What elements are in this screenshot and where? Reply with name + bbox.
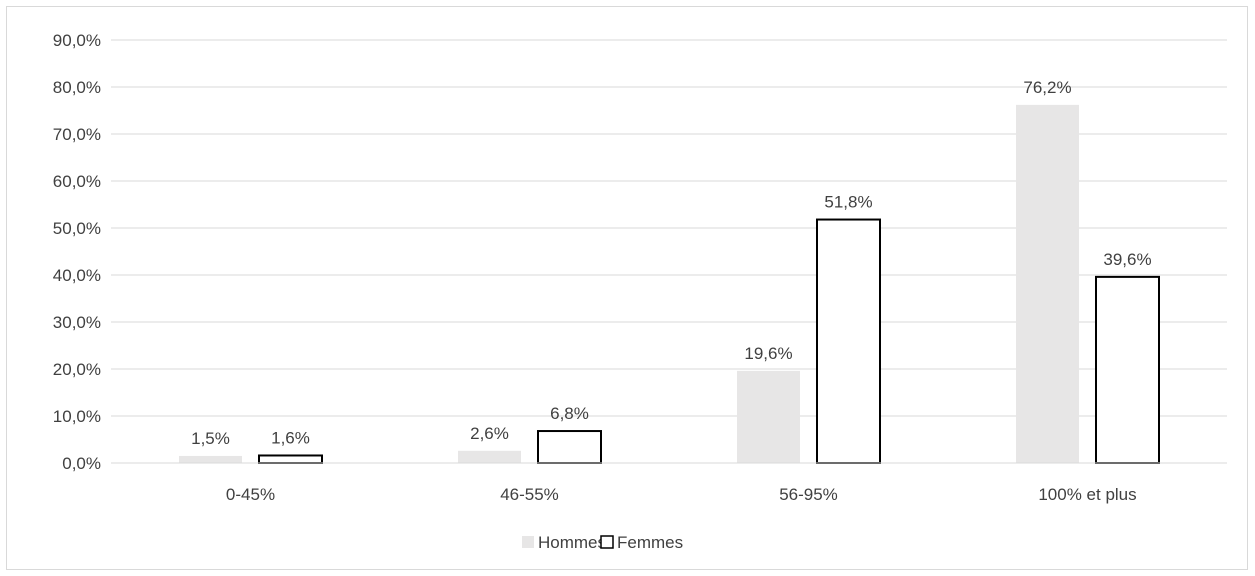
y-tick-label: 40,0% (53, 266, 101, 285)
x-category-label: 56-95% (779, 485, 838, 504)
x-axis-categories: 0-45% 46-55% 56-95% 100% et plus (226, 485, 1137, 504)
legend-swatch-femmes (600, 535, 614, 549)
x-category-label: 100% et plus (1038, 485, 1136, 504)
y-tick-label: 20,0% (53, 360, 101, 379)
bar-hommes-3 (1016, 104, 1079, 464)
y-tick-label: 90,0% (53, 31, 101, 50)
data-label-hommes-3: 76,2% (1023, 78, 1071, 97)
data-label-hommes-2: 19,6% (744, 344, 792, 363)
y-tick-label: 10,0% (53, 407, 101, 426)
bar-hommes-1 (458, 450, 521, 463)
y-tick-label: 50,0% (53, 219, 101, 238)
y-axis-ticks: 0,0% 10,0% 20,0% 30,0% 40,0% 50,0% 60,0% 70,0% 8… (53, 31, 101, 473)
bar-hommes-2 (737, 370, 800, 463)
data-label-hommes-1: 2,6% (470, 424, 509, 443)
y-tick-label: 80,0% (53, 78, 101, 97)
data-label-hommes-0: 1,5% (191, 429, 230, 448)
bar-femmes-1 (537, 430, 602, 465)
bar-femmes-0 (258, 454, 323, 465)
y-tick-label: 0,0% (62, 454, 101, 473)
bar-chart: 0,0% 10,0% 20,0% 30,0% 40,0% 50,0% 60,0% 70,0% 8… (53, 31, 1227, 552)
data-label-femmes-0: 1,6% (271, 428, 310, 447)
data-label-femmes-1: 6,8% (550, 404, 589, 423)
bar-femmes-3 (1095, 275, 1160, 464)
y-tick-label: 60,0% (53, 172, 101, 191)
data-label-femmes-3: 39,6% (1103, 250, 1151, 269)
legend-label-hommes: Hommes (538, 533, 606, 552)
x-category-label: 0-45% (226, 485, 275, 504)
bars (179, 104, 1160, 465)
legend-swatch-hommes (522, 536, 534, 548)
data-labels: 1,5% 1,6% 2,6% 6,8% 19,6% 51,8% 76,2% 39,6% (191, 78, 1151, 448)
legend: Hommes Femmes (522, 533, 683, 552)
legend-label-femmes: Femmes (617, 533, 683, 552)
gridlines (111, 39, 1227, 417)
chart-frame: 0,0% 10,0% 20,0% 30,0% 40,0% 50,0% 60,0% 70,0% 8… (6, 6, 1248, 570)
x-category-label: 46-55% (500, 485, 559, 504)
data-label-femmes-2: 51,8% (824, 193, 872, 212)
y-tick-label: 30,0% (53, 313, 101, 332)
bar-femmes-2 (816, 218, 881, 464)
y-tick-label: 70,0% (53, 125, 101, 144)
bar-hommes-0 (179, 455, 242, 463)
